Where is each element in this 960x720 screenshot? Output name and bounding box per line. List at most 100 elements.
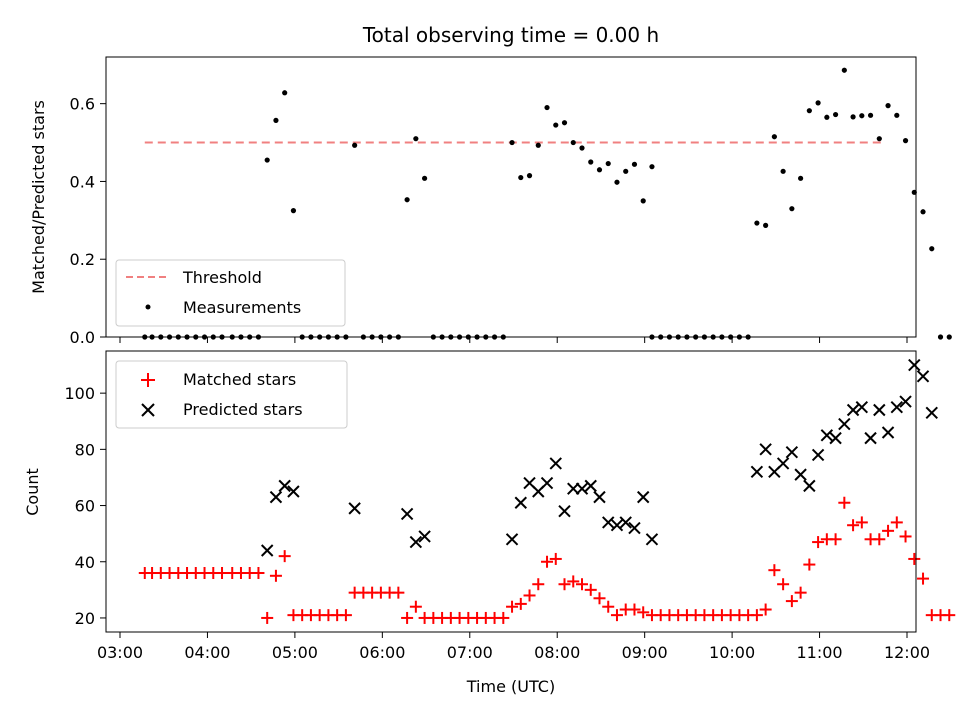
measurement-point — [605, 160, 611, 167]
measurement-point — [526, 173, 533, 179]
predicted-point — [838, 417, 851, 431]
matched-point — [899, 530, 912, 543]
predicted-point — [619, 516, 632, 529]
legend-predicted-swatch — [141, 403, 155, 417]
measurement-point — [806, 108, 812, 114]
measurement-point — [553, 122, 559, 128]
measurement-point — [902, 138, 909, 144]
predicted-point — [864, 431, 877, 445]
matched-point — [523, 589, 536, 602]
predicted-point — [602, 516, 615, 529]
matched-point — [838, 496, 851, 509]
measurement-point — [264, 157, 270, 163]
predicted-point — [803, 479, 816, 493]
measurement-point — [867, 112, 874, 118]
matched-point — [541, 555, 554, 568]
matched-point — [943, 609, 956, 622]
predicted-point — [575, 482, 589, 495]
measurement-point — [798, 175, 804, 181]
measurement-point — [570, 139, 576, 146]
measurement-point — [509, 139, 515, 146]
matched-point — [567, 575, 580, 588]
measurement-point — [544, 104, 550, 111]
matched-point — [514, 597, 527, 610]
matched-point — [637, 606, 650, 619]
x-tick-label: 07:00 — [447, 643, 493, 662]
matched-point — [873, 533, 886, 546]
measurement-point — [623, 168, 629, 174]
matched-point — [549, 552, 562, 565]
predicted-point — [558, 504, 571, 518]
measurement-point — [841, 67, 847, 73]
matched-point — [409, 600, 422, 613]
bottom-y-axis: 20 40 60 80 100 — [64, 384, 106, 628]
predicted-point — [829, 431, 842, 445]
matched-point — [584, 583, 597, 596]
legend-matched-swatch — [141, 373, 155, 387]
matched-point — [261, 611, 274, 624]
measurement-point — [894, 112, 900, 118]
matched-point — [252, 566, 265, 579]
predicted-point — [916, 370, 930, 383]
bottom-legend: Matched stars Predicted stars — [115, 360, 348, 429]
predicted-point — [540, 476, 554, 490]
chart-title: Total observing time = 0.00 h — [362, 23, 659, 47]
x-tick-label: 11:00 — [797, 643, 843, 662]
x-tick-label: 03:00 — [97, 643, 143, 662]
matched-point — [575, 578, 588, 591]
x-tick-label: 10:00 — [709, 643, 755, 662]
measurement-point — [824, 114, 830, 120]
top-legend-box — [115, 259, 346, 327]
predicted-point — [846, 403, 860, 417]
x-tick-label: 06:00 — [359, 643, 405, 662]
matched-point — [497, 611, 510, 624]
measurement-point — [273, 117, 279, 123]
measurement-point — [421, 175, 428, 181]
predicted-point — [549, 457, 562, 470]
predicted-point — [925, 406, 938, 420]
matched-point — [759, 603, 772, 616]
predicted-point — [820, 429, 834, 442]
measurement-point — [282, 90, 288, 96]
predicted-point — [785, 445, 799, 459]
matched-point — [829, 533, 842, 546]
measurement-point — [771, 134, 777, 140]
predicted-point — [776, 457, 790, 470]
x-tick-label: 05:00 — [272, 643, 318, 662]
predicted-point — [514, 496, 527, 509]
bottom-y-tick-label: 80 — [75, 440, 95, 459]
matched-point — [777, 578, 790, 591]
predicted-point — [584, 479, 597, 493]
predicted-point — [881, 426, 895, 439]
measurement-point — [588, 159, 594, 165]
predicted-point — [855, 400, 869, 414]
measurement-point — [885, 103, 891, 109]
top-y-axis-label: Matched/Predicted stars — [29, 100, 48, 294]
measurement-point — [789, 206, 795, 212]
bottom-legend-box — [115, 360, 348, 429]
predicted-point — [794, 468, 807, 481]
predicted-point — [890, 400, 904, 414]
measurement-point — [631, 161, 638, 167]
bottom-axes-frame — [105, 350, 917, 633]
measurement-point — [579, 145, 585, 151]
matched-point — [602, 600, 615, 613]
measurement-point — [763, 222, 769, 228]
matched-point — [401, 611, 414, 624]
measurement-point — [535, 142, 541, 148]
matched-point — [558, 578, 571, 591]
predicted-point — [637, 490, 650, 504]
measurement-point — [352, 142, 358, 148]
predicted-point — [873, 403, 886, 417]
measurement-point — [929, 246, 935, 252]
x-axis-label: Time (UTC) — [466, 677, 555, 696]
predicted-point — [645, 533, 659, 546]
predicted-point — [287, 485, 300, 498]
matched-point — [628, 603, 641, 616]
matched-point — [785, 595, 798, 608]
legend-measurements-swatch — [145, 304, 151, 310]
x-tick-label: 12:00 — [884, 643, 930, 662]
predicted-point — [899, 395, 912, 408]
top-y-tick-label: 0.6 — [70, 95, 95, 114]
matched-point — [392, 586, 405, 599]
